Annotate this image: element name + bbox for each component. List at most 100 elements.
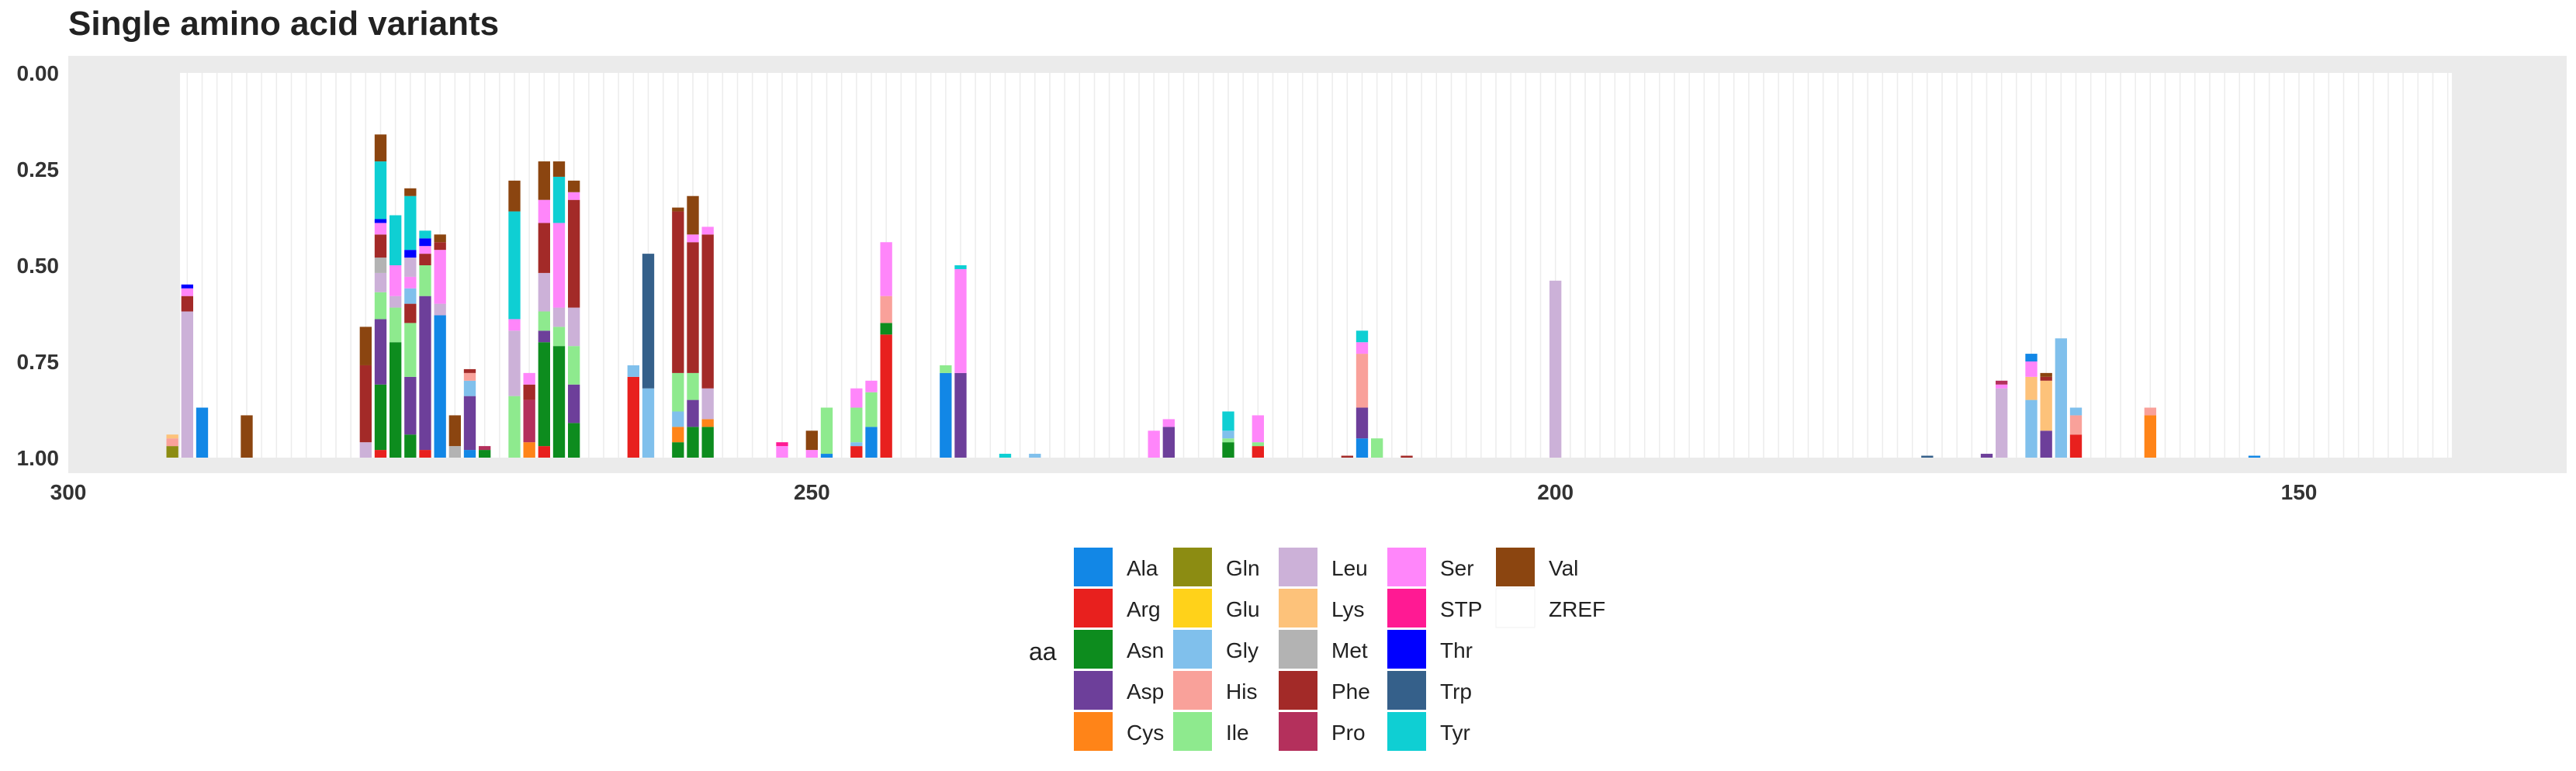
bar-segment-ile	[552, 327, 566, 347]
bar-position-266	[568, 180, 580, 458]
bar-segment-ala	[820, 454, 833, 458]
bar-position-210	[1401, 455, 1413, 458]
bar-position-246	[865, 380, 878, 458]
bar-segment-phe	[701, 234, 714, 389]
bar-segment-phe	[2040, 376, 2052, 381]
bar-segment-val	[538, 161, 550, 200]
bar-segment-arg	[880, 334, 892, 458]
bar-segment-asn	[568, 423, 580, 458]
legend-item-cys: Cys	[1074, 712, 1164, 751]
bar-position-241	[940, 365, 952, 458]
bar-segment-ile	[419, 265, 431, 296]
legend-swatch	[1173, 548, 1212, 586]
legend-item-zref: ZREF	[1495, 588, 1605, 628]
bar-segment-gly	[463, 380, 476, 396]
bar-segment-gly	[2025, 399, 2038, 458]
bar-segment-ser	[776, 446, 788, 458]
bar-segment-ser	[701, 226, 714, 235]
bar-segment-pro	[1996, 380, 2008, 385]
bar-segment-ala	[1356, 438, 1369, 458]
bar-position-175	[1921, 455, 1934, 458]
y-tick-label: 0.00	[17, 61, 60, 85]
bar-segment-ser	[374, 223, 387, 235]
legend-label: ZREF	[1549, 597, 1605, 621]
bar-segment-ala	[2248, 455, 2261, 458]
legend-label: STP	[1440, 597, 1482, 621]
bar-position-227	[1148, 430, 1160, 458]
bar-segment-asp	[687, 399, 699, 427]
bar-segment-asp	[568, 384, 580, 424]
bar-segment-tyr	[404, 195, 417, 251]
bar-segment-his	[1356, 354, 1369, 408]
y-tick-label: 0.25	[17, 157, 60, 182]
bar-position-274	[448, 415, 461, 458]
bar-segment-ile	[508, 396, 521, 458]
bar-segment-asp	[463, 396, 476, 451]
bar-position-270	[508, 180, 521, 458]
bar-position-212	[1371, 438, 1383, 458]
legend-label: Asn	[1127, 638, 1164, 662]
bar-position-276	[419, 230, 431, 458]
bar-position-166	[2055, 338, 2067, 458]
bar-segment-asp	[374, 319, 387, 385]
bar-segment-gly	[1029, 454, 1041, 458]
bar-segment-leu	[1996, 388, 2008, 458]
bar-segment-val	[508, 180, 521, 212]
bar-segment-ile	[404, 323, 417, 377]
bar-segment-asn	[538, 342, 550, 447]
bar-segment-leu	[181, 311, 193, 458]
bar-segment-leu	[390, 296, 402, 308]
bar-position-293	[166, 434, 178, 458]
bar-segment-met	[448, 446, 461, 458]
bar-segment-ile	[1252, 442, 1264, 447]
legend-label: Lys	[1331, 597, 1365, 621]
bar-segment-ser	[538, 199, 550, 223]
bar-position-250	[805, 430, 818, 458]
bar-segment-leu	[1549, 280, 1562, 458]
bar-segment-thr	[404, 250, 417, 258]
legend-swatch	[1074, 630, 1113, 669]
bar-position-269	[523, 372, 535, 458]
legend-label: Glu	[1226, 597, 1260, 621]
bar-segment-arg	[1252, 446, 1264, 458]
bar-segment-ala	[940, 372, 952, 458]
bar-segment-his	[463, 372, 476, 381]
bar-segment-leu	[538, 272, 550, 312]
bar-position-168	[2025, 354, 2038, 458]
bar-segment-ile	[390, 307, 402, 343]
bar-position-226	[1162, 419, 1175, 458]
bar-segment-asn	[404, 434, 417, 458]
legend-swatch	[1074, 548, 1113, 586]
y-axis: 0.00 0.25 0.50 0.75 1.00	[17, 61, 60, 470]
legend-label: Gly	[1226, 638, 1259, 662]
bar-segment-val	[672, 207, 684, 212]
legend-label: Tyr	[1440, 721, 1470, 745]
bar-segment-his	[880, 296, 892, 323]
bar-segment-ser	[404, 276, 417, 289]
bar-segment-asn	[1222, 442, 1234, 458]
bar-segment-arg	[627, 376, 639, 458]
bar-segment-val	[374, 134, 387, 162]
bar-position-273	[463, 368, 476, 458]
legend-swatch	[1279, 589, 1317, 628]
bar-segment-leu	[568, 307, 580, 347]
bar-segment-ser	[419, 246, 431, 254]
legend-item-ser: Ser	[1387, 548, 1474, 586]
bar-segment-tyr	[1222, 411, 1234, 431]
legend-item-tyr: Tyr	[1387, 712, 1470, 751]
bar-segment-tyr	[374, 161, 387, 220]
bar-segment-ala	[434, 315, 446, 458]
bar-segment-cys	[523, 442, 535, 458]
bar-segment-leu	[701, 388, 714, 420]
bars-group	[166, 134, 2261, 458]
bar-position-171	[1980, 454, 1993, 458]
bar-segment-gly	[2069, 407, 2083, 416]
legend-label: Phe	[1331, 679, 1370, 704]
bar-segment-phe	[419, 254, 431, 265]
bar-segment-ile	[940, 365, 952, 373]
bar-segment-ser	[954, 268, 967, 373]
bar-position-170	[1996, 380, 2008, 458]
bar-position-240	[954, 265, 967, 458]
legend-item-val: Val	[1496, 548, 1578, 586]
